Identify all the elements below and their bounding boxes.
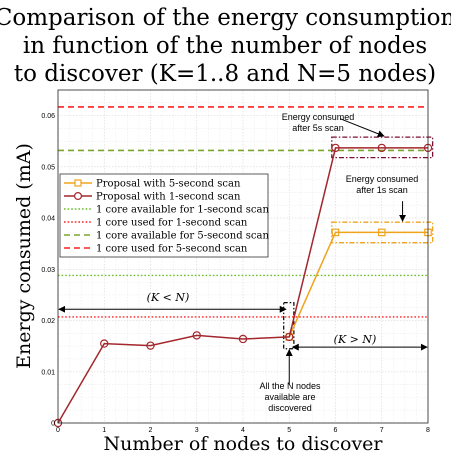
data-point-1s-scan xyxy=(146,341,155,350)
legend-entry-label: 1 core used for 5-second scan xyxy=(96,244,248,255)
y-tick-label: 0 xyxy=(51,421,55,428)
x-tick-label: 6 xyxy=(334,427,338,434)
data-point-1s-scan xyxy=(285,332,294,342)
arrow-energy-5s xyxy=(339,118,385,138)
annotation-all-nodes-line-2: available are xyxy=(264,392,315,402)
y-tick-label: 0.02 xyxy=(41,318,55,325)
data-point-1s-scan xyxy=(192,331,201,340)
data-point-1s-scan xyxy=(331,143,340,153)
legend-swatch-marker xyxy=(74,179,82,187)
x-tick-label: 1 xyxy=(102,427,106,434)
legend-entry-label: 1 core available for 1-second scan xyxy=(96,205,269,216)
series-layer xyxy=(53,143,433,428)
legend-swatch-marker xyxy=(73,192,82,201)
annotation-energy-1s-line-2: after 1s scan xyxy=(356,185,408,195)
chart-title: Comparison of the energy consumption in … xyxy=(0,5,451,87)
plot-frame xyxy=(57,89,429,424)
x-tick-label: 8 xyxy=(426,427,430,434)
series-line-1 xyxy=(57,147,428,424)
legend-entry-label: 1 core used for 1-second scan xyxy=(96,218,248,229)
legend-entry-label: 1 core available for 5-second scan xyxy=(96,231,269,242)
annotation-energy-5s-line-2: after 5s scan xyxy=(292,123,344,133)
series-line-0 xyxy=(288,231,428,338)
data-point-1s-scan xyxy=(238,334,248,344)
axis-ticks: 0 1 2 3 4 5 6 7 8 0 0.01 0.02 0.03 0.04 0.05 0.06 xyxy=(41,113,430,434)
annotation-all-nodes-line-1: All the N nodes xyxy=(259,381,321,391)
title-line-1: Comparison of the energy consumption xyxy=(0,5,451,31)
k-greater-n-label-bg xyxy=(334,332,376,346)
x-tick-label: 0 xyxy=(56,427,60,434)
y-tick-label: 0.01 xyxy=(41,369,55,376)
data-point-1s-scan xyxy=(377,143,386,153)
legend-box xyxy=(59,173,269,258)
y-axis-label: Energy consumed (mA) xyxy=(13,143,35,369)
annotation-all-nodes-line-3: discovered xyxy=(268,403,312,413)
legend-entry-label: Proposal with 5-second scan xyxy=(96,179,241,190)
annotation-energy-1s-line-1: Energy consumed xyxy=(346,174,419,184)
legend: Proposal with 5-second scan Proposal with… xyxy=(59,173,269,258)
title-line-2: in function of the number of nodes xyxy=(23,33,427,59)
x-tick-label: 7 xyxy=(380,427,384,434)
y-tick-label: 0.04 xyxy=(41,216,55,223)
data-point-5s-scan xyxy=(331,228,340,237)
x-axis-label: Number of nodes to discover xyxy=(103,433,383,455)
k-less-n-label-bg xyxy=(147,290,189,304)
title-line-3: to discover (K=1..8 and N=5 nodes) xyxy=(14,61,436,87)
legend-entry-label: Proposal with 1-second scan xyxy=(96,192,241,203)
annotation-k-less-n: (K < N) xyxy=(147,291,190,304)
annotation-k-greater-n: (K > N) xyxy=(334,333,377,346)
x-tick-label: 2 xyxy=(149,427,153,434)
reference-lines xyxy=(58,106,428,318)
x-tick-label: 5 xyxy=(287,427,291,434)
data-point-1s-scan xyxy=(100,339,109,348)
y-tick-label: 0.03 xyxy=(41,267,55,274)
annotation-energy-5s-line-1: Energy consumed xyxy=(282,112,355,122)
x-tick-label: 4 xyxy=(241,427,245,434)
x-tick-label: 3 xyxy=(195,427,199,434)
y-tick-label: 0.05 xyxy=(41,164,55,171)
annotations: Energy consumed after 5s scan Energy con… xyxy=(147,112,419,413)
y-tick-label: 0.06 xyxy=(41,113,55,120)
legend-items: Proposal with 5-second scan Proposal with… xyxy=(64,179,269,255)
data-point-5s-scan xyxy=(377,228,386,237)
